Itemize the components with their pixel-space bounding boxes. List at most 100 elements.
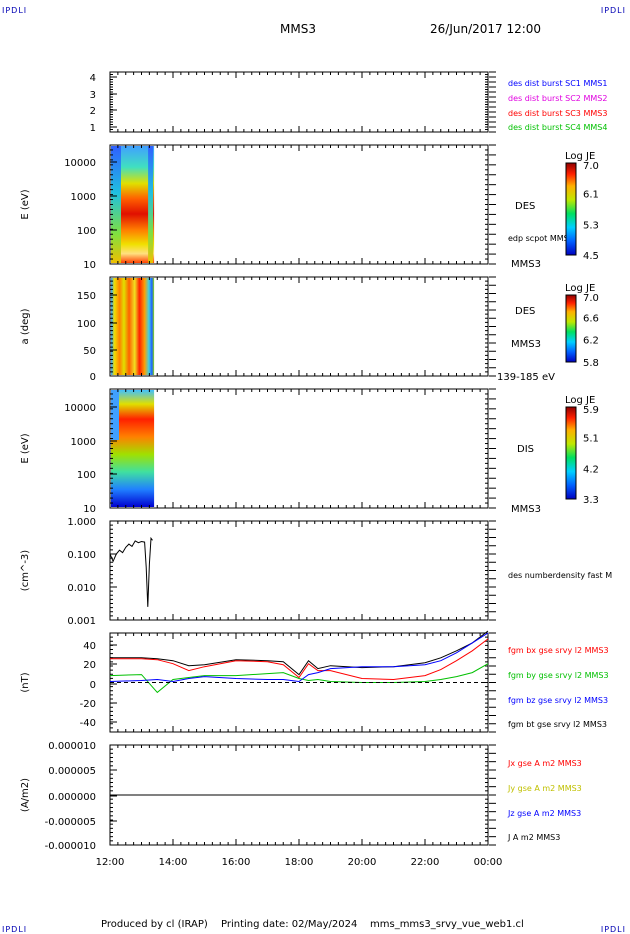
y-tick-label: 0 (90, 680, 96, 691)
y-tick-label: 2 (90, 106, 96, 117)
spectrogram-strip (111, 146, 121, 263)
colorbar-tick-label: 6.1 (583, 190, 599, 201)
series-label: des dist burst SC2 MMS2 (508, 94, 607, 103)
time-tick-label: 20:00 (348, 857, 377, 868)
y-tick-label: 150 (77, 291, 96, 302)
panel-side-label: edp scpot MMS3 (508, 234, 574, 243)
colorbar-tick-label: 6.6 (583, 313, 599, 324)
colorbar-tick-label: 5.1 (583, 434, 599, 445)
panel-side-label: MMS3 (511, 504, 541, 515)
panel-side-label: DES (515, 201, 535, 212)
series-line (109, 663, 489, 694)
colorbar (565, 162, 577, 256)
spacecraft-title: MMS3 (280, 22, 316, 36)
colorbar-tick-label: 3.3 (583, 495, 599, 506)
y-tick-label: 10 (83, 504, 96, 515)
series-label: des dist burst SC3 MMS3 (508, 109, 607, 118)
y-axis-label: (cm^-3) (20, 550, 31, 591)
y-axis-label: (A/m2) (20, 778, 31, 812)
y-tick-label: 40 (83, 641, 96, 652)
y-tick-label: -0.000005 (45, 817, 96, 828)
spectrogram-strip (148, 146, 154, 263)
y-tick-label: 10000 (64, 158, 96, 169)
corner-mark-bottom-right: IPDLI (600, 925, 626, 934)
series-line (109, 536, 153, 607)
produced-by: Produced by cl (IRAP) (101, 919, 208, 930)
series-label: fgm bz gse srvy l2 MMS3 (508, 696, 608, 705)
panel-frame-des-pitch (109, 276, 489, 377)
corner-mark-top-right: IPDLI (600, 6, 626, 15)
y-tick-label: 10 (83, 260, 96, 271)
panel-side-label: DIS (517, 444, 534, 455)
y-tick-label: 3 (90, 90, 96, 101)
panel-frame-des-energy (109, 144, 489, 265)
series-line (110, 630, 489, 676)
filename: mms_mms3_srvy_vue_web1.cl (370, 919, 524, 930)
time-tick-label: 12:00 (96, 857, 125, 868)
colorbar (565, 294, 577, 363)
panel-frame-density (109, 520, 489, 621)
y-tick-label: -20 (80, 699, 96, 710)
time-tick-label: 18:00 (285, 857, 314, 868)
y-axis-label: (nT) (20, 672, 31, 692)
datetime-title: 26/Jun/2017 12:00 (430, 22, 542, 36)
y-axis-label: E (eV) (20, 433, 31, 463)
panel-side-label: des numberdensity fast M (508, 571, 612, 580)
y-tick-label: 0.001 (67, 616, 96, 627)
series-label: fgm bt gse srvy l2 MMS3 (508, 720, 607, 729)
y-tick-label: 1 (90, 123, 96, 134)
colorbar-tick-label: 6.2 (583, 336, 599, 347)
y-tick-label: -0.000010 (45, 841, 96, 852)
series-label: Jy gse A m2 MMS3 (507, 784, 582, 793)
series-label: des dist burst SC4 MMS4 (508, 123, 607, 132)
time-tick-label: 22:00 (411, 857, 440, 868)
y-tick-label: 0.000005 (48, 766, 96, 777)
panel-frame-dis-energy (109, 388, 489, 509)
series-line (110, 638, 489, 681)
colorbar-title: Log JE (565, 283, 595, 294)
y-tick-label: 4 (90, 73, 96, 84)
corner-mark-bottom-left: IPDLI (2, 925, 28, 934)
y-tick-label: 0.000000 (48, 792, 96, 803)
time-tick-label: 00:00 (474, 857, 503, 868)
y-tick-label: 1000 (71, 437, 96, 448)
y-axis-label: E (eV) (20, 189, 31, 219)
y-tick-label: 0.010 (67, 583, 96, 594)
y-tick-label: 0.100 (67, 550, 96, 561)
colorbar-tick-label: 5.3 (583, 220, 599, 231)
panel-side-label: DES (515, 306, 535, 317)
y-tick-label: 1000 (71, 192, 96, 203)
y-tick-label: 100 (77, 226, 96, 237)
y-tick-label: 1.000 (67, 517, 96, 528)
printing-date: Printing date: 02/May/2024 (221, 919, 358, 930)
y-tick-label: -40 (80, 718, 96, 729)
panel-side-label: MMS3 (511, 339, 541, 350)
series-line (109, 632, 489, 683)
series-label: fgm bx gse srvy l2 MMS3 (508, 646, 609, 655)
panel-frame-burst (109, 71, 489, 133)
colorbar-tick-label: 4.2 (583, 464, 599, 475)
y-tick-label: 0.000010 (48, 741, 96, 752)
colorbar-tick-label: 7.0 (583, 161, 599, 172)
colorbar-tick-label: 5.8 (583, 358, 599, 369)
time-tick-label: 16:00 (222, 857, 251, 868)
spectrogram-strip (111, 390, 119, 440)
y-tick-label: 100 (77, 319, 96, 330)
colorbar-tick-label: 5.9 (583, 405, 599, 416)
series-label: J A m2 MMS3 (507, 833, 560, 842)
series-label: Jx gse A m2 MMS3 (507, 759, 582, 768)
y-tick-label: 20 (83, 660, 96, 671)
y-axis-label: a (deg) (20, 308, 31, 344)
colorbar (565, 406, 577, 500)
panel-side-label: 139-185 eV (497, 372, 555, 383)
series-label: des dist burst SC1 MMS1 (508, 79, 607, 88)
y-tick-label: 50 (83, 346, 96, 357)
y-tick-label: 10000 (64, 403, 96, 414)
panel-side-label: MMS3 (511, 259, 541, 270)
colorbar-title: Log JE (565, 151, 595, 162)
spectrogram-des-pitch (111, 278, 155, 375)
y-tick-label: 0 (90, 372, 96, 383)
corner-mark-top-left: IPDLI (2, 6, 28, 15)
series-label: Jz gse A m2 MMS3 (507, 809, 581, 818)
